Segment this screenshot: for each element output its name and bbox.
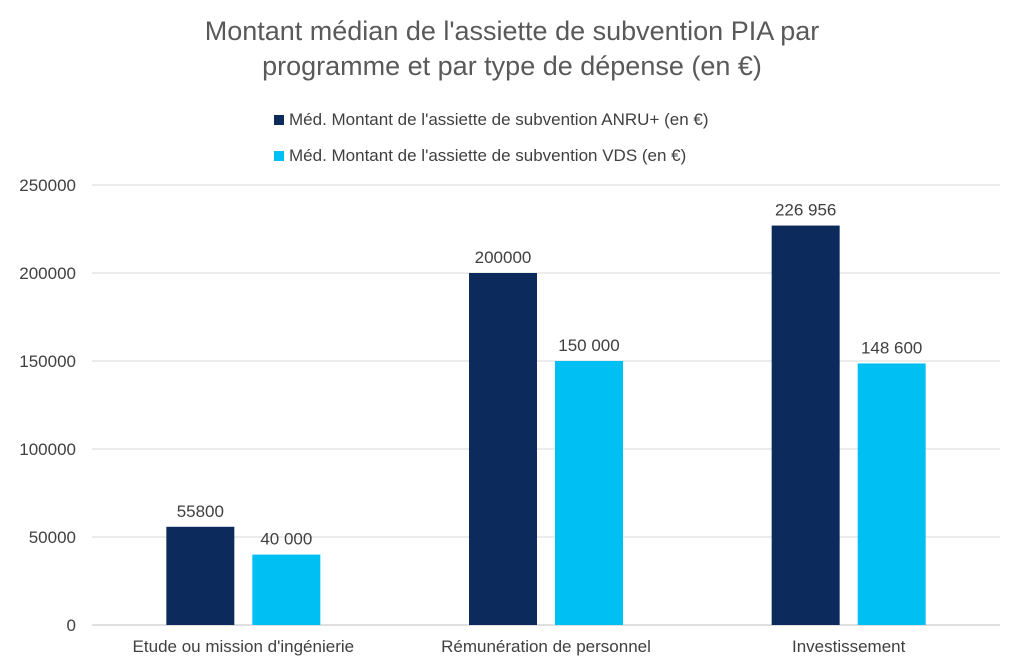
data-label: 150 000 — [558, 336, 619, 355]
x-category-label: Investissement — [792, 637, 906, 656]
chart-legend: Méd. Montant de l'assiette de subvention… — [274, 102, 709, 174]
y-tick-label: 250000 — [19, 176, 76, 195]
legend-swatch-vds — [274, 151, 284, 161]
y-tick-label: 200000 — [19, 264, 76, 283]
data-label: 55800 — [177, 502, 224, 521]
bar — [771, 225, 840, 625]
y-tick-label: 0 — [67, 616, 76, 635]
x-category-label: Rémunération de personnel — [441, 637, 651, 656]
bar — [252, 554, 321, 625]
legend-item-anru: Méd. Montant de l'assiette de subvention… — [274, 102, 709, 138]
legend-label-vds: Méd. Montant de l'assiette de subvention… — [289, 146, 687, 165]
y-tick-label: 50000 — [29, 528, 76, 547]
chart-title-line-2: programme et par type de dépense (en €) — [262, 51, 762, 81]
bar — [555, 361, 623, 625]
bar — [166, 526, 235, 625]
data-label: 148 600 — [861, 338, 922, 357]
legend-swatch-anru — [274, 115, 284, 125]
data-label: 200000 — [475, 248, 532, 267]
y-tick-label: 100000 — [19, 440, 76, 459]
chart-title-line-1: Montant médian de l'assiette de subventi… — [204, 16, 820, 46]
bar — [857, 363, 926, 625]
legend-label-anru: Méd. Montant de l'assiette de subvention… — [289, 110, 709, 129]
bar — [469, 273, 537, 625]
data-label: 40 000 — [260, 530, 312, 549]
y-tick-label: 150000 — [19, 352, 76, 371]
chart-title: Montant médian de l'assiette de subventi… — [0, 14, 1024, 84]
data-label: 226 956 — [775, 201, 836, 220]
x-category-label: Etude ou mission d'ingénierie — [133, 637, 355, 656]
legend-item-vds: Méd. Montant de l'assiette de subvention… — [274, 138, 709, 174]
